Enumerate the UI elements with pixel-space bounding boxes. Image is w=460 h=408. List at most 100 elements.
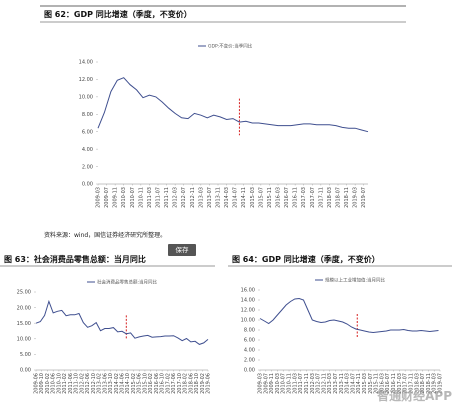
x-tick-label: 2016-11 [391,373,397,394]
x-tick-label: 2009-06 [34,373,40,394]
x-tick-label: 2017-11 [318,187,324,208]
x-tick-label: 2010-10 [56,373,62,394]
y-tick-label: 5.00 [20,352,31,358]
figure-title: 图 63：社会消费品零售总额：当月同比 [4,254,146,264]
y-tick-label: 2.00 [82,164,93,170]
y-tick-label: 12.00 [79,77,93,83]
save-button[interactable]: 保存 [168,244,196,256]
x-tick-label: 2019-03 [432,373,438,394]
y-tick-label: 10.00 [79,95,93,101]
x-tick-label: 2014-02 [114,373,120,394]
x-tick-label: 2016-03 [276,187,282,208]
y-tick-label: 10.00 [241,318,255,324]
x-tick-label: 2013-10 [108,373,114,394]
x-tick-label: 2018-06 [188,373,194,394]
x-tick-label: 2015-06 [137,373,143,394]
y-tick-label: 0.00 [82,182,93,188]
x-tick-label: 2012-11 [321,373,327,394]
x-tick-label: 2015-11 [374,373,380,394]
x-tick-label: 2019-07 [361,187,367,208]
x-tick-label: 2018-03 [327,187,333,208]
x-tick-label: 2009-10 [39,373,45,394]
x-tick-label: 2011-06 [68,373,74,394]
y-tick-label: 0.00 [244,368,255,374]
x-tick-label: 2018-02 [183,373,189,394]
x-tick-label: 2017-07 [403,373,409,394]
x-tick-label: 2011-03 [147,187,153,208]
x-tick-label: 2017-06 [171,373,177,394]
x-tick-label: 2017-11 [408,373,414,394]
y-tick-label: 4.00 [82,147,93,153]
x-tick-label: 2010-11 [287,373,293,394]
x-tick-label: 2009-07 [263,373,269,394]
x-tick-label: 2014-03 [345,373,351,394]
x-tick-label: 2014-07 [233,187,239,208]
source-note: 资料来源：wind，国信证券经济研究所整理。 [44,231,166,239]
y-tick-label: 20.00 [17,305,31,311]
x-tick-label: 2015-02 [131,373,137,394]
x-tick-label: 2011-07 [298,373,304,394]
x-tick-label: 2014-10 [125,373,131,394]
x-tick-label: 2012-11 [190,187,196,208]
y-tick-label: 25.00 [17,290,31,296]
x-tick-label: 2011-11 [304,373,310,394]
x-tick-label: 2016-07 [284,187,290,208]
legend-label: 社会消费品零售总额:当月同比 [97,279,158,286]
x-tick-label: 2013-11 [339,373,345,394]
x-tick-label: 2019-03 [353,187,359,208]
figure-title: 图 62：GDP 同比增速（季度，不变价） [44,9,192,19]
x-tick-label: 2016-06 [154,373,160,394]
x-tick-label: 2017-10 [177,373,183,394]
x-tick-label: 2014-11 [356,373,362,394]
x-tick-label: 2016-02 [148,373,154,394]
x-tick-label: 2019-06 [206,373,212,394]
x-tick-label: 2009-03 [96,187,102,208]
x-tick-label: 2017-02 [165,373,171,394]
x-tick-label: 2018-03 [414,373,420,394]
x-tick-label: 2010-03 [275,373,281,394]
x-tick-label: 2018-11 [426,373,432,394]
x-tick-label: 2009-07 [104,187,110,208]
x-tick-label: 2016-07 [385,373,391,394]
x-tick-label: 2013-07 [333,373,339,394]
legend-label: 规模以上工业增加值:当月同比 [325,277,386,284]
x-tick-label: 2018-10 [194,373,200,394]
y-tick-label: 15.00 [17,321,31,327]
x-tick-label: 2010-07 [130,187,136,208]
x-tick-label: 2013-03 [327,373,333,394]
x-tick-label: 2011-11 [164,187,170,208]
y-tick-label: 12.00 [241,308,255,314]
y-tick-label: 16.00 [241,288,255,294]
x-tick-label: 2019-02 [200,373,206,394]
data-line [97,77,369,133]
x-tick-label: 2013-07 [207,187,213,208]
y-tick-label: 0.00 [20,368,31,374]
x-tick-label: 2014-07 [350,373,356,394]
x-tick-label: 2018-11 [344,187,350,208]
x-tick-label: 2014-06 [120,373,126,394]
x-tick-label: 2011-10 [74,373,80,394]
y-tick-label: 10.00 [17,337,31,343]
x-tick-label: 2013-02 [97,373,103,394]
x-tick-label: 2016-11 [293,187,299,208]
x-tick-label: 2016-03 [379,373,385,394]
x-tick-label: 2013-03 [198,187,204,208]
y-tick-label: 8.00 [82,112,93,118]
x-tick-label: 2018-07 [336,187,342,208]
x-tick-label: 2012-10 [91,373,97,394]
x-tick-label: 2015-03 [362,373,368,394]
x-tick-label: 2010-02 [45,373,51,394]
x-tick-label: 2012-03 [310,373,316,394]
x-tick-label: 2010-07 [281,373,287,394]
x-tick-label: 2012-02 [79,373,85,394]
x-tick-label: 2015-11 [267,187,273,208]
y-tick-label: 8.00 [244,328,255,334]
x-tick-label: 2015-10 [142,373,148,394]
x-tick-label: 2011-02 [62,373,68,394]
x-tick-label: 2012-07 [316,373,322,394]
x-tick-label: 2012-07 [181,187,187,208]
data-line [35,299,209,345]
data-line [259,297,439,334]
